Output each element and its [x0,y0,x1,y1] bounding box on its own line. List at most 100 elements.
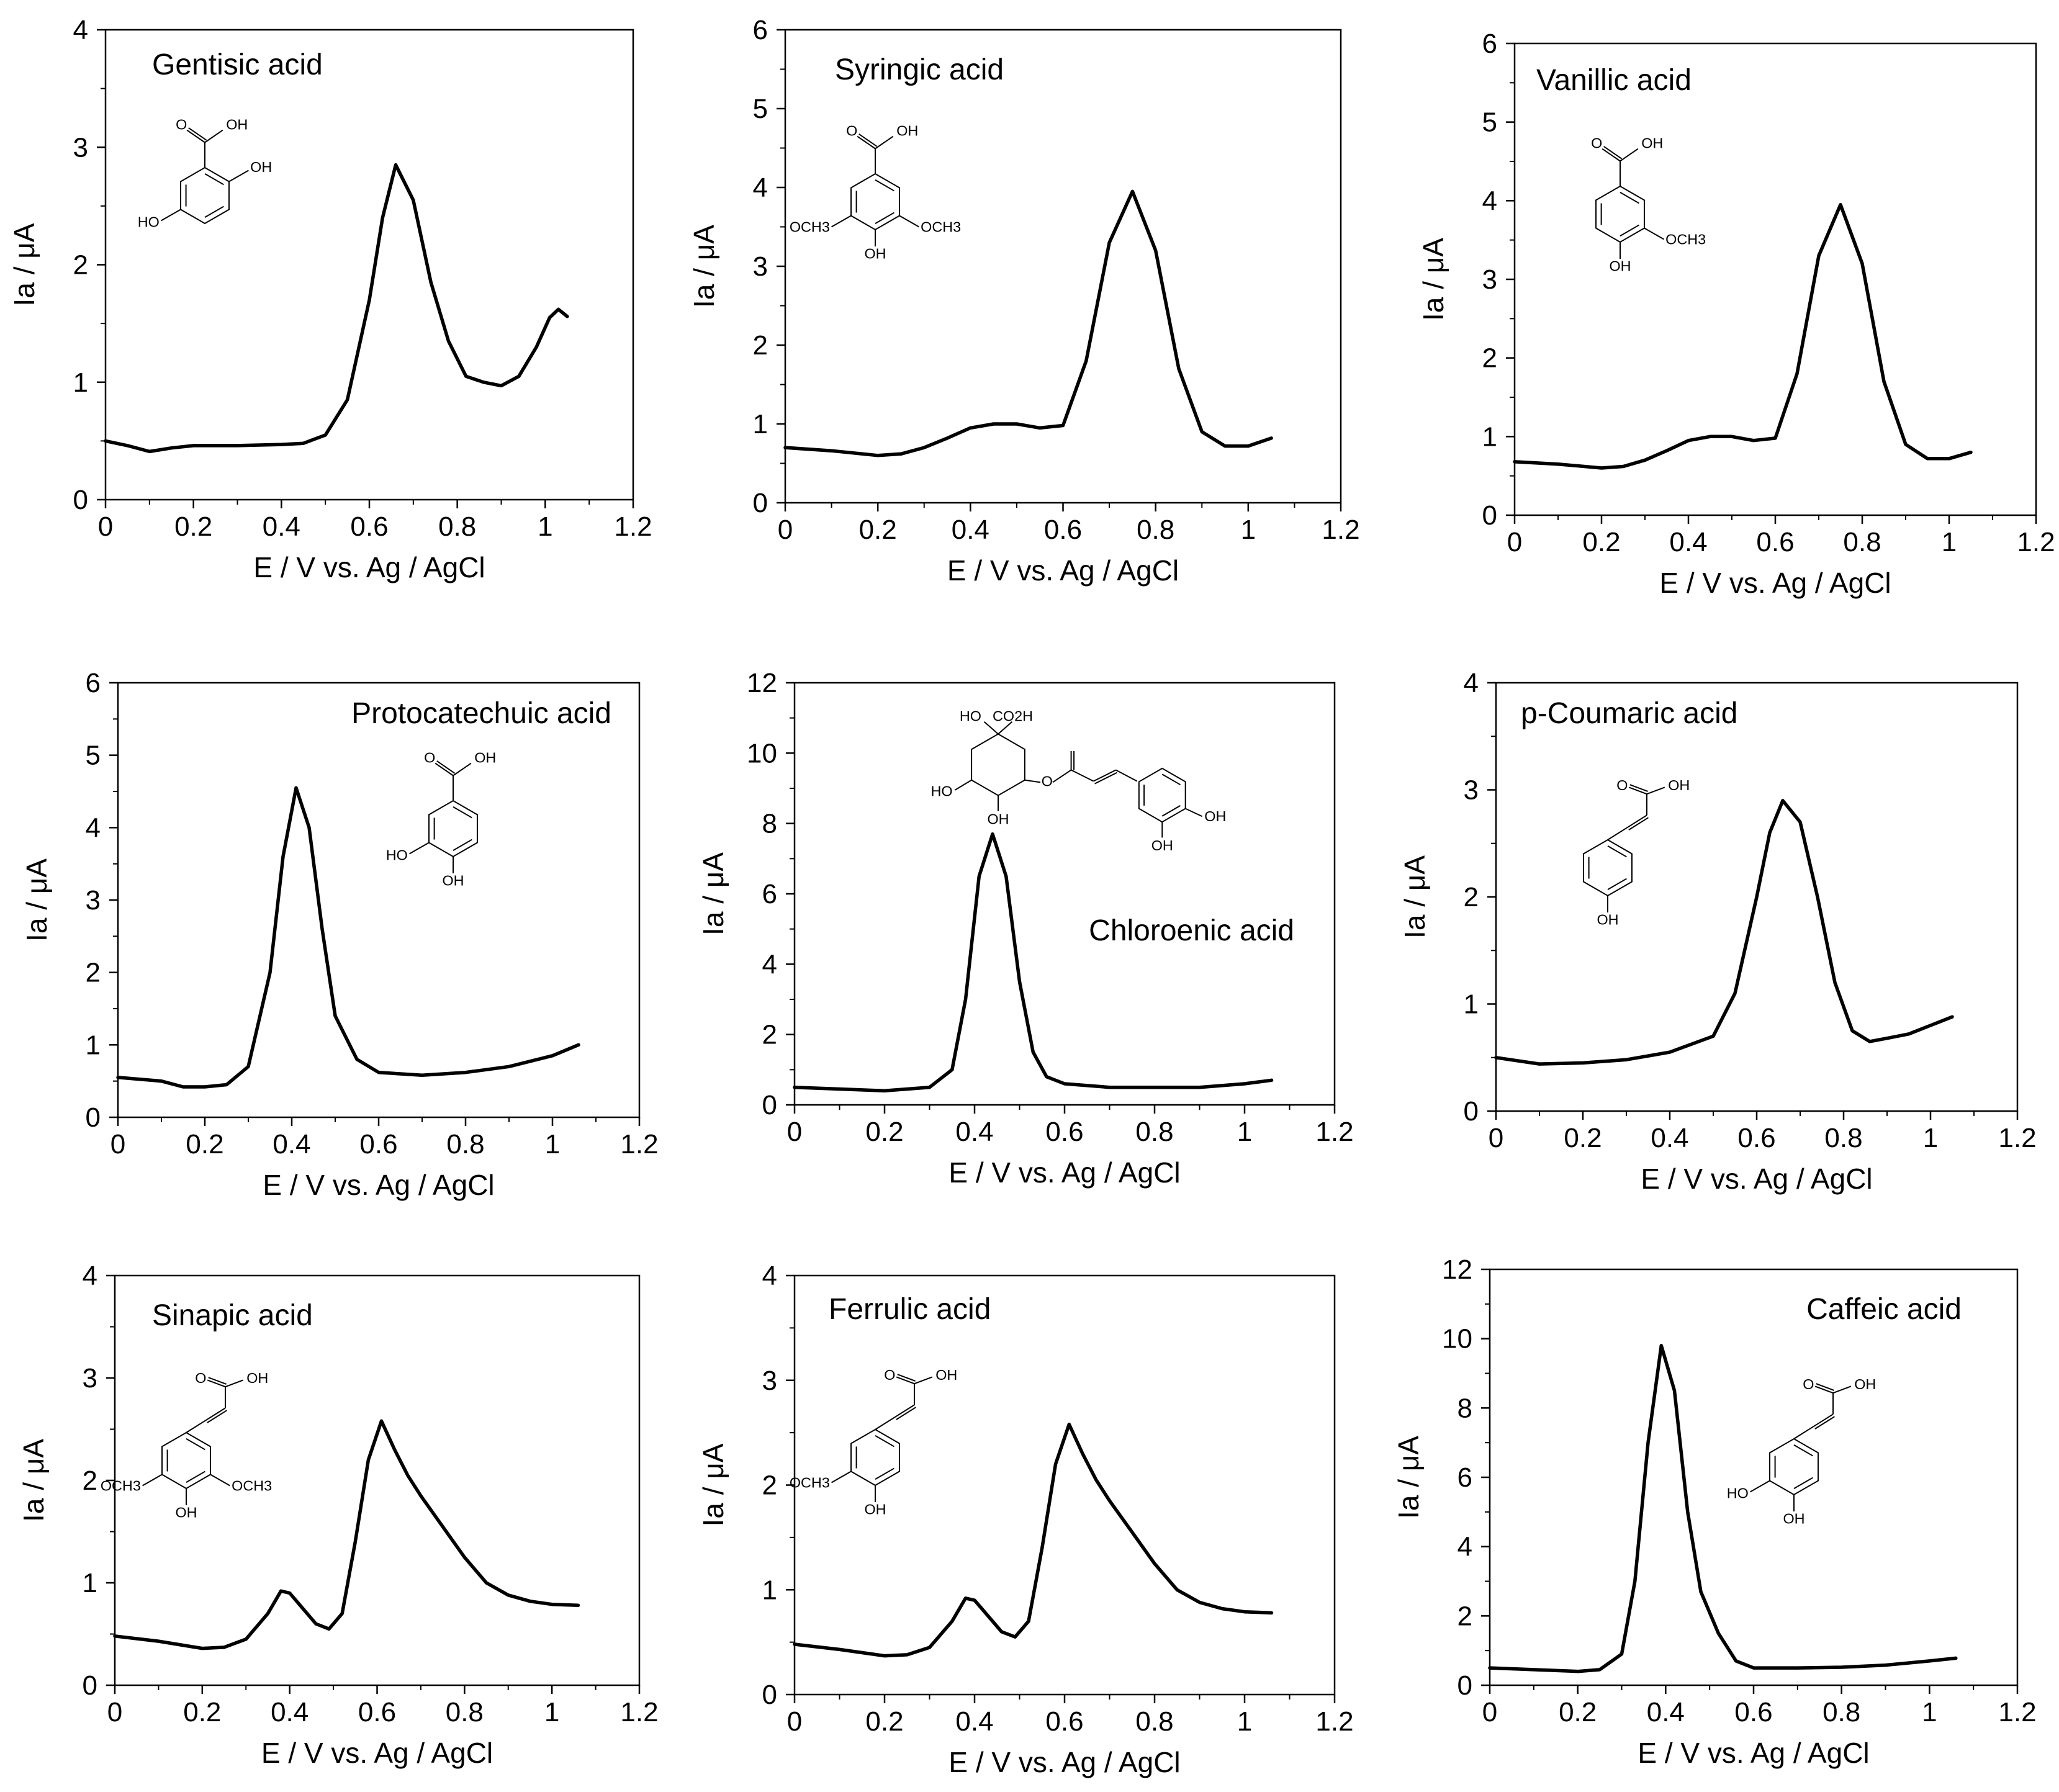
y-tick-label: 1 [86,1030,101,1060]
y-tick-label: 4 [1482,186,1497,216]
structure-gentisic: O OH OH HO [138,117,273,230]
panel-sinapic: 0 0.2 0.4 0.6 0.8 1 1.2 0 1 2 3 4 E / V vs. Ag / AgC… [17,1261,659,1769]
compound-title: Gentisic acid [152,48,323,81]
carbonyl-o-label: O [424,750,435,766]
x-axis-label: E / V vs. Ag / AgCl [1641,1163,1872,1195]
y-axis-label: Ia / μA [697,852,729,935]
x-tick-label: 0 [98,511,113,542]
hydroxyl-label: OH [1597,912,1618,928]
y-tick-label: 4 [83,1261,97,1291]
y-tick-label: 3 [762,1366,777,1396]
carbonyl-o-label: O [1616,777,1628,793]
ester-o-label: O [1042,773,1053,790]
hydroxyl-label: OH [1783,1511,1804,1527]
y-tick-label: 1 [83,1568,97,1598]
y-tick-label: 2 [73,250,88,281]
y-tick-label: 5 [1482,107,1497,138]
x-tick-label: 0 [1507,527,1522,557]
x-tick-label: 1 [1237,1706,1252,1737]
carboxyl-oh-label: OH [935,1367,957,1383]
y-axis-label: Ia / μA [1417,238,1449,321]
x-tick-label: 1 [545,1129,560,1159]
x-tick-label: 1.2 [1998,1697,2036,1727]
compound-title: Ferrulic acid [829,1293,991,1326]
y-tick-label: 12 [1442,1254,1472,1285]
x-tick-label: 0.2 [1564,1123,1602,1153]
methoxy-label: OCH3 [790,1474,830,1490]
y-axis-label: Ia / μA [697,1443,729,1526]
panel-coumaric: 0 0.2 0.4 0.6 0.8 1 1.2 0 1 2 3 4 E / V vs. Ag / AgC… [1399,668,2037,1195]
carboxyl-oh-label: OH [1854,1376,1876,1392]
x-tick-label: 1.2 [620,1129,658,1159]
y-tick-label: 6 [86,668,101,698]
x-tick-label: 1.2 [1315,1117,1353,1147]
x-tick-label: 0.8 [446,1697,484,1727]
y-tick-label: 3 [1464,775,1479,806]
y-tick-label: 0 [1464,1096,1479,1127]
panel-syringic: 0 0.2 0.4 0.6 0.8 1 1.2 0 1 2 3 4 5 6 E / V vs. Ag / A… [688,15,1360,587]
y-tick-label: 6 [1482,29,1497,59]
series-line-caffeic [1488,1344,1958,1673]
x-tick-label: 1.2 [1322,515,1359,545]
series-line-chlorogenic [793,832,1274,1093]
carboxyl-oh-label: OH [1668,777,1690,793]
x-tick-label: 0.6 [1045,1117,1083,1147]
x-tick-label: 0.4 [1651,1123,1688,1153]
panel-ferulic: 0 0.2 0.4 0.6 0.8 1 1.2 0 1 2 3 4 E / V vs. Ag / AgC… [697,1261,1354,1778]
x-tick-label: 1 [538,511,552,542]
y-tick-label: 2 [762,1020,777,1050]
y-tick-label: 4 [1464,668,1479,698]
methoxy-label: OCH3 [1665,231,1706,247]
y-tick-label: 8 [762,809,777,839]
x-tick-label: 0.8 [1137,515,1174,545]
x-tick-label: 1.2 [614,511,652,542]
x-tick-label: 0.2 [183,1697,221,1727]
hydroxyl-label: OH [1609,258,1631,274]
x-tick-label: 1.2 [1315,1706,1353,1737]
x-tick-label: 0.6 [1734,1697,1772,1727]
series-line-sinapic [113,1419,580,1650]
panel-protocatechuic: 0 0.2 0.4 0.6 0.8 1 1.2 0 1 2 3 4 5 6 E / V vs. Ag / A… [20,668,659,1201]
x-tick-label: 1.2 [1998,1123,2036,1153]
carboxyl-oh-label: OH [246,1370,268,1386]
hydroxyl-label: HO [1727,1485,1749,1501]
x-tick-label: 1 [1241,515,1256,545]
plot-frame [793,682,1336,1106]
series-line-ferulic [793,1422,1274,1658]
methoxy-label: OCH3 [921,218,961,235]
carbonyl-o-label: O [846,123,857,139]
carbonyl-o-label: O [176,117,187,133]
x-tick-label: 0.6 [1737,1123,1775,1153]
x-tick-label: 1 [1237,1117,1252,1147]
y-tick-label: 2 [753,330,768,361]
x-tick-label: 0.6 [350,511,388,542]
hydroxyl-label: HO [930,783,952,799]
hydroxyl-label: OH [250,159,272,175]
series-line-vanillic [1513,202,1973,470]
panel-vanillic: 0 0.2 0.4 0.6 0.8 1 1.2 0 1 2 3 4 5 6 E / V vs. Ag / A… [1417,29,2055,599]
x-tick-label: 0.4 [1647,1697,1685,1727]
y-tick-label: 0 [83,1670,97,1701]
x-tick-label: 1 [1922,1697,1937,1727]
x-tick-label: 0.2 [1559,1697,1597,1727]
x-tick-label: 0 [110,1129,125,1159]
x-axis-label: E / V vs. Ag / AgCl [948,1746,1180,1778]
series-line-coumaric [1494,799,1954,1066]
x-tick-label: 0.2 [174,511,212,542]
hydroxyl-label: OH [864,1502,886,1518]
x-tick-label: 0.8 [1822,1697,1860,1727]
x-tick-label: 0.4 [955,1117,993,1147]
y-tick-label: 2 [83,1466,97,1496]
carboxyl-label: CO2H [993,708,1033,724]
x-tick-label: 0.6 [358,1697,396,1727]
compound-title: p-Coumaric acid [1521,697,1737,730]
x-tick-label: 0.4 [263,511,300,542]
hydroxyl-label: OH [1151,837,1173,853]
y-tick-label: 2 [1458,1601,1472,1631]
x-tick-label: 0.4 [273,1129,310,1159]
x-axis-label: E / V vs. Ag / AgCl [948,1156,1180,1189]
y-tick-label: 6 [762,879,777,909]
structure-ferulic: O OH OCH3 OH [790,1367,957,1518]
y-tick-label: 6 [1458,1462,1472,1493]
hydroxyl-label: OH [864,246,886,262]
